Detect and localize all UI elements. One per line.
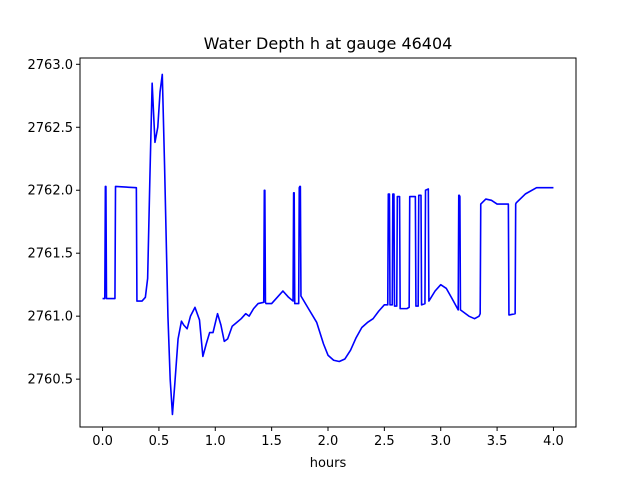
x-tick-label: 2.0 bbox=[318, 434, 339, 449]
y-tick-label: 2762.5 bbox=[28, 121, 74, 136]
x-tick-label: 2.5 bbox=[374, 434, 395, 449]
y-axis: 2760.5 2761.0 2761.5 2762.0 2762.5 2763.0 bbox=[28, 58, 80, 388]
y-tick-label: 2761.5 bbox=[28, 247, 74, 262]
y-tick-label: 2763.0 bbox=[28, 58, 74, 73]
y-tick-label: 2761.0 bbox=[28, 310, 74, 325]
y-tick-label: 2760.5 bbox=[28, 373, 74, 388]
y-tick-label: 2762.0 bbox=[28, 184, 74, 199]
chart-title: Water Depth h at gauge 46404 bbox=[204, 34, 453, 53]
x-tick-label: 4.0 bbox=[543, 434, 564, 449]
x-axis: 0.0 0.5 1.0 1.5 2.0 2.5 3.0 3.5 4.0 bbox=[92, 427, 564, 449]
x-tick-label: 0.0 bbox=[92, 434, 113, 449]
x-tick-label: 3.5 bbox=[487, 434, 508, 449]
x-tick-label: 3.0 bbox=[430, 434, 451, 449]
plot-area bbox=[102, 73, 554, 416]
x-tick-label: 1.0 bbox=[205, 434, 226, 449]
x-tick-label: 1.5 bbox=[261, 434, 282, 449]
x-axis-label: hours bbox=[310, 456, 347, 471]
series-line-0 bbox=[102, 73, 554, 416]
x-tick-label: 0.5 bbox=[149, 434, 170, 449]
